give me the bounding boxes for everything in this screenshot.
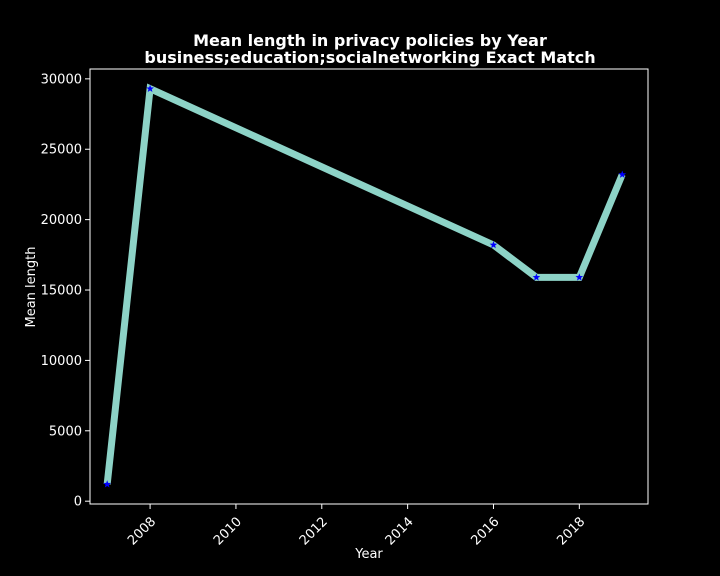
data-point — [575, 273, 584, 281]
y-tick-label: 5000 — [49, 424, 82, 439]
data-point — [103, 480, 111, 488]
data-point — [489, 240, 498, 249]
y-axis: 0 5000 10000 15000 20000 25000 30000 — [41, 72, 90, 510]
x-tick-label: 2010 — [211, 514, 245, 548]
series-line — [103, 83, 626, 485]
y-tick-label: 10000 — [41, 354, 82, 369]
data-point — [618, 170, 627, 178]
x-tick-label: 2012 — [297, 514, 331, 548]
plot-frame — [89, 68, 649, 505]
x-tick-label: 2014 — [383, 514, 417, 548]
x-tick-label: 2016 — [469, 514, 503, 548]
y-tick-label: 15000 — [41, 284, 82, 299]
chart-subtitle: business;education;socialnetworking Exac… — [144, 48, 595, 67]
y-tick-label: 0 — [74, 495, 82, 510]
y-tick-label: 20000 — [41, 213, 82, 228]
y-axis-label: Mean length — [24, 247, 39, 328]
y-tick-label: 25000 — [41, 143, 82, 158]
data-point — [146, 84, 154, 92]
y-tick-label: 30000 — [41, 72, 82, 87]
x-tick-label: 2008 — [125, 514, 159, 548]
x-axis-label: Year — [354, 547, 383, 562]
x-tick-label: 2018 — [554, 514, 588, 548]
data-point — [532, 273, 541, 281]
x-axis: 2008 2010 2012 2014 2016 2018 — [125, 504, 588, 548]
series-group — [103, 83, 627, 488]
chart-title: Mean length in privacy policies by Year — [193, 31, 547, 50]
